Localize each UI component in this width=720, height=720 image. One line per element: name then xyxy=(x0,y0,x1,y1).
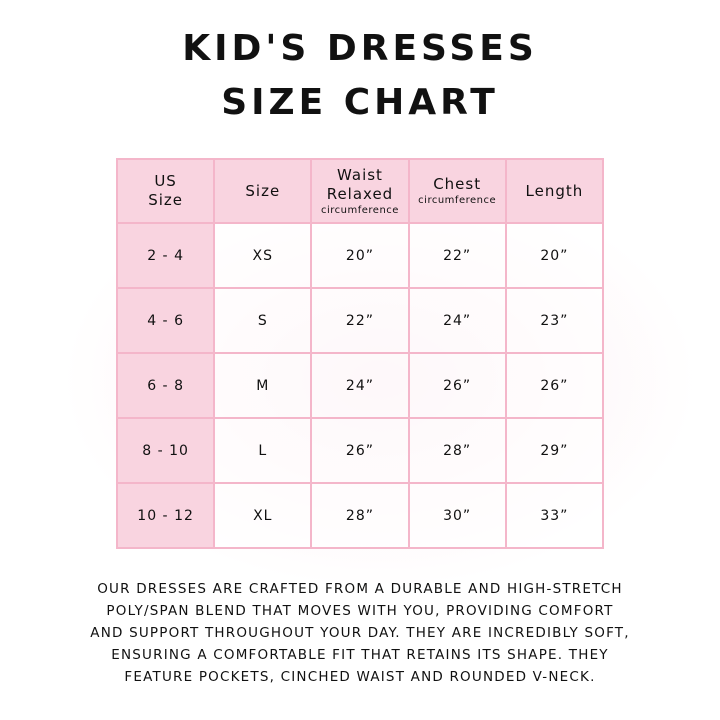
table-cell: L xyxy=(213,417,313,484)
table-cell: 30” xyxy=(407,482,507,549)
header-line: Length xyxy=(525,181,584,200)
table-cell: 20” xyxy=(504,222,605,289)
table-row: 2 - 4 XS 20” 22” 20” xyxy=(115,222,605,289)
table-cell: 26” xyxy=(407,352,507,419)
column-header: Size xyxy=(213,158,313,224)
title: KID'S DRESSES xyxy=(182,28,538,69)
table-cell: 33” xyxy=(504,482,605,549)
table-row: 6 - 8 M 24” 26” 26” xyxy=(115,352,605,419)
table-cell: 26” xyxy=(310,417,410,484)
table-cell: 28” xyxy=(407,417,507,484)
description: OUR DRESSES ARE CRAFTED FROM A DURABLE A… xyxy=(0,578,720,688)
description-line: AND SUPPORT THROUGHOUT YOUR DAY. THEY AR… xyxy=(90,625,630,641)
description-line: FEATURE POCKETS, CINCHED WAIST AND ROUND… xyxy=(124,669,596,685)
size-table: US Size Size Waist Relaxed circumference Chest… xyxy=(115,158,605,549)
column-header: Length xyxy=(504,158,605,224)
table-cell: 24” xyxy=(407,287,507,354)
table-cell: 24” xyxy=(310,352,410,419)
table-cell: S xyxy=(213,287,313,354)
table-cell: 22” xyxy=(407,222,507,289)
table-cell: XS xyxy=(213,222,313,289)
column-header: Waist Relaxed circumference xyxy=(310,158,410,224)
table-cell: 26” xyxy=(504,352,605,419)
table-cell: 2 - 4 xyxy=(115,222,216,289)
description-line: ENSURING A COMFORTABLE FIT THAT RETAINS … xyxy=(111,647,609,663)
header-line: Waist xyxy=(337,165,383,184)
table-cell: 29” xyxy=(504,417,605,484)
table-cell: 10 - 12 xyxy=(115,482,216,549)
header-line: US xyxy=(154,172,177,190)
table-cell: M xyxy=(213,352,313,419)
table-cell: XL xyxy=(213,482,313,549)
table-row: 10 - 12 XL 28” 30” 33” xyxy=(115,482,605,549)
header-line: Size xyxy=(148,191,183,209)
header-row: US Size Size Waist Relaxed circumference Chest… xyxy=(115,158,605,224)
header-line: Relaxed xyxy=(326,184,394,203)
table-cell: 23” xyxy=(504,287,605,354)
table-cell: 8 - 10 xyxy=(115,417,216,484)
column-header: Chest circumference xyxy=(407,158,507,224)
header-note: circumference xyxy=(418,195,497,206)
header-note: circumference xyxy=(320,204,399,216)
header-line: Chest xyxy=(433,175,482,193)
column-header: US Size xyxy=(115,158,216,224)
subtitle: SIZE CHART xyxy=(221,82,499,123)
header-line: Size xyxy=(245,181,281,200)
description-line: POLY/SPAN BLEND THAT MOVES WITH YOU, PRO… xyxy=(106,603,614,619)
table-row: 4 - 6 S 22” 24” 23” xyxy=(115,287,605,354)
table-cell: 6 - 8 xyxy=(115,352,216,419)
table-cell: 4 - 6 xyxy=(115,287,216,354)
description-line: OUR DRESSES ARE CRAFTED FROM A DURABLE A… xyxy=(97,581,623,597)
table-body: 2 - 4 XS 20” 22” 20” 4 - 6 S 22” 24” 23” 6 - 8 M 24”… xyxy=(115,222,605,549)
table-cell: 20” xyxy=(310,222,410,289)
table-row: 8 - 10 L 26” 28” 29” xyxy=(115,417,605,484)
table-cell: 28” xyxy=(310,482,410,549)
table-cell: 22” xyxy=(310,287,410,354)
